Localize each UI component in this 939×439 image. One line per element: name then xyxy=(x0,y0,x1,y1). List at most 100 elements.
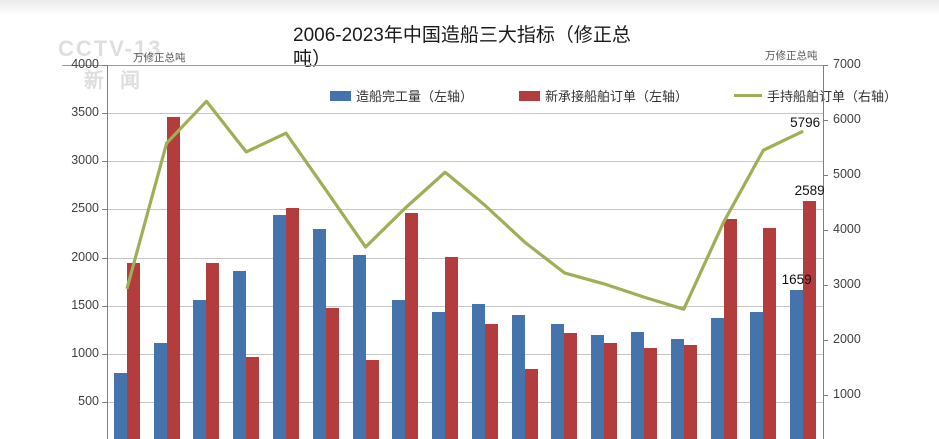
data-label-2023-series2: 5796 xyxy=(790,115,821,131)
bar-2013-series1 xyxy=(405,213,419,439)
chart-legend: 造船完工量（左轴） 新承接船舶订单（左轴） 手持船舶订单（右轴） xyxy=(330,86,897,105)
bar-2014-series1 xyxy=(445,256,459,439)
right-axis-tick-4000 xyxy=(823,230,828,231)
bar-2010-series1 xyxy=(286,208,299,439)
bar-2015-series1 xyxy=(484,323,498,439)
legend-label-new-orders: 新承接船舶订单（左轴） xyxy=(545,89,689,104)
bar-2017-series1 xyxy=(564,332,578,439)
legend-label-orderbook: 手持船舶订单（右轴） xyxy=(767,89,898,104)
bar-2012-series0 xyxy=(352,254,366,439)
bar-2006-series0 xyxy=(113,373,127,439)
bar-2016-series0 xyxy=(511,315,525,439)
left-axis-unit-label: 万修正总吨 xyxy=(133,52,186,64)
left-axis-tick-1000 xyxy=(102,353,107,355)
right-axis-tick-2000 xyxy=(823,340,828,341)
bar-2022-series0 xyxy=(750,312,764,439)
legend-item-new-orders: 新承接船舶订单（左轴） xyxy=(519,86,688,105)
chart-title-line2: 吨） xyxy=(293,49,332,70)
bar-2008-series0 xyxy=(193,299,207,439)
right-axis-line xyxy=(823,65,824,439)
right-axis-tick-label-5000: 5000 xyxy=(833,167,861,181)
data-label-2023-series1: 2589 xyxy=(794,182,825,198)
cctv-watermark-news-text: 新闻 xyxy=(84,70,156,92)
left-axis-tick-label-4000: 4000 xyxy=(71,57,99,71)
gridline-2000 xyxy=(107,257,823,259)
left-axis-tick-label-500: 500 xyxy=(78,393,99,408)
left-axis-line xyxy=(107,65,108,439)
bar-2023-series1 xyxy=(803,200,817,439)
right-axis-tick-3000 xyxy=(823,285,828,286)
bar-2006-series1 xyxy=(126,263,140,439)
bar-2009-series1 xyxy=(246,356,260,439)
bar-2015-series0 xyxy=(471,303,485,439)
right-axis-tick-label-7000: 7000 xyxy=(833,57,861,71)
bar-2020-series1 xyxy=(683,345,697,439)
chart-title: 2006-2023年中国造船三大指标（修正总 吨） xyxy=(293,24,631,72)
bar-2018-series0 xyxy=(591,334,605,439)
chart-title-line1: 2006-2023年中国造船三大指标（修正总 xyxy=(293,25,631,46)
right-axis-tick-label-2000: 2000 xyxy=(833,332,861,346)
right-axis-tick-7000 xyxy=(823,65,828,66)
bar-2022-series1 xyxy=(763,227,777,439)
bar-2018-series1 xyxy=(604,343,618,439)
legend-label-completions: 造船完工量（左轴） xyxy=(356,89,474,104)
bar-2023-series0 xyxy=(790,290,804,439)
orderbook-line-path xyxy=(125,99,804,311)
right-axis-tick-5000 xyxy=(823,175,828,176)
left-axis-tick-4000 xyxy=(102,65,107,66)
bar-2012-series1 xyxy=(365,359,379,439)
right-axis-tick-label-3000: 3000 xyxy=(833,277,861,291)
left-axis-tick-label-1000: 1000 xyxy=(71,345,99,360)
legend-item-completions: 造船完工量（左轴） xyxy=(330,86,473,105)
gridline-3000 xyxy=(107,161,823,163)
gridline-3500 xyxy=(107,113,823,115)
bar-2013-series0 xyxy=(392,299,406,439)
legend-swatch-orderbook-green-line xyxy=(734,94,763,97)
left-axis-tick-3000 xyxy=(102,161,107,163)
bar-2020-series0 xyxy=(670,339,684,439)
right-axis-tick-6000 xyxy=(823,120,828,121)
legend-item-orderbook: 手持船舶订单（右轴） xyxy=(734,86,897,105)
gridline-2500 xyxy=(107,209,823,211)
right-axis-tick-label-1000: 1000 xyxy=(833,387,861,401)
bar-2007-series0 xyxy=(153,343,167,439)
bar-2011-series1 xyxy=(325,307,339,439)
right-axis-unit-label: 万修正总吨 xyxy=(765,50,818,62)
left-axis-tick-500 xyxy=(102,401,107,403)
legend-swatch-completions-blue xyxy=(330,90,351,101)
gridline-1000 xyxy=(107,353,823,355)
bar-2017-series0 xyxy=(551,323,565,439)
right-axis-tick-label-4000: 4000 xyxy=(833,222,861,236)
gridline-1500 xyxy=(107,305,823,307)
left-axis-tick-label-1500: 1500 xyxy=(71,297,99,312)
left-axis-tick-2500 xyxy=(102,209,107,211)
data-label-2023-series0: 1659 xyxy=(781,272,812,288)
bar-2021-series0 xyxy=(710,318,724,439)
bar-2008-series1 xyxy=(206,263,220,439)
left-axis-tick-label-3500: 3500 xyxy=(71,105,99,120)
legend-swatch-new-orders-red xyxy=(519,90,541,101)
bar-2009-series0 xyxy=(233,270,247,439)
left-axis-tick-3500 xyxy=(102,113,107,115)
left-axis-tick-label-2000: 2000 xyxy=(71,249,99,264)
left-axis-tick-1500 xyxy=(102,305,107,307)
bar-2019-series0 xyxy=(631,331,644,439)
bar-2007-series1 xyxy=(166,116,180,439)
bar-2019-series1 xyxy=(644,347,657,439)
right-axis-tick-1000 xyxy=(823,395,828,396)
gridline-500 xyxy=(107,401,823,403)
plot-top-border xyxy=(62,65,828,66)
right-axis-tick-label-6000: 6000 xyxy=(833,112,861,126)
left-axis-tick-2000 xyxy=(102,257,107,259)
bar-2014-series0 xyxy=(432,312,446,439)
bar-2016-series1 xyxy=(524,369,538,439)
bar-2021-series1 xyxy=(723,219,737,439)
bar-2011-series0 xyxy=(312,228,326,439)
left-axis-tick-label-2500: 2500 xyxy=(71,201,99,216)
left-axis-tick-label-3000: 3000 xyxy=(71,153,99,168)
bar-2010-series0 xyxy=(273,215,286,439)
cctv-watermark-logo: CCTV-13 xyxy=(58,36,163,61)
